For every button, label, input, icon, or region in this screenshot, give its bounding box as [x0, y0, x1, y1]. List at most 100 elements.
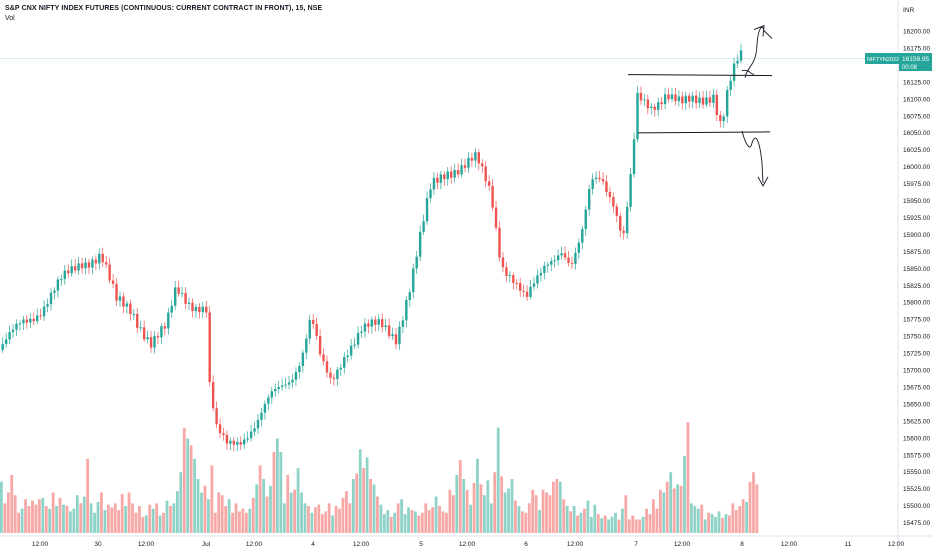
volume-bar — [224, 506, 228, 533]
candle-body — [574, 252, 577, 264]
candle-body — [412, 268, 415, 293]
volume-bar — [717, 511, 721, 533]
volume-bar — [151, 508, 155, 533]
volume-bar — [348, 503, 352, 533]
candle-body — [318, 336, 322, 355]
candle-body — [225, 434, 229, 444]
volume-bars — [0, 422, 759, 533]
candle-body — [422, 221, 425, 232]
candle-body — [722, 116, 725, 121]
candle-body — [163, 326, 167, 329]
volume-bar — [20, 508, 24, 533]
volume-bar — [241, 508, 245, 533]
candle-body — [15, 323, 18, 330]
candle-body — [105, 262, 108, 265]
volume-bar — [24, 499, 27, 533]
down-arrowhead — [757, 176, 769, 187]
time-tick-label: 5 — [419, 541, 423, 548]
candle-body — [94, 259, 98, 264]
volume-bar — [614, 512, 617, 533]
candle-body — [612, 197, 615, 207]
volume-bar — [683, 456, 686, 533]
volume-bar — [607, 519, 610, 533]
volume-bar — [196, 479, 200, 533]
candle-body — [4, 339, 8, 345]
price-tick-label: 16000.00 — [903, 164, 930, 171]
candle-body — [73, 266, 77, 271]
candle-body — [115, 283, 118, 301]
candle-body — [239, 442, 242, 445]
time-tick-label: 4 — [311, 541, 315, 548]
volume-bar — [476, 458, 479, 533]
volume-bar — [431, 507, 435, 533]
candle-body — [498, 227, 501, 258]
volume-bar — [562, 499, 566, 533]
candle-body — [563, 253, 567, 258]
volume-bar — [131, 503, 134, 533]
volume-bar — [510, 479, 514, 533]
candle-body — [556, 255, 560, 261]
candle-body — [691, 95, 694, 102]
candle-body — [418, 231, 422, 257]
candle-body — [560, 253, 563, 256]
volume-bar — [407, 507, 410, 533]
candle-body — [218, 424, 222, 434]
price-axis[interactable]: 16200.0016175.0016150.0016125.0016100.00… — [903, 29, 930, 528]
candle-body — [712, 94, 715, 103]
volume-bar — [600, 518, 604, 533]
volume-bar — [148, 504, 152, 533]
volume-bar — [703, 519, 707, 533]
candle-body — [698, 97, 701, 104]
volume-bar — [724, 514, 728, 533]
volume-bar — [169, 506, 172, 533]
candle-body — [8, 332, 11, 340]
candle-body — [11, 329, 15, 333]
volume-bar — [700, 504, 704, 533]
candle-body — [87, 262, 91, 268]
volume-bar — [6, 492, 10, 533]
currency-label: INR — [903, 7, 915, 14]
candle-body — [32, 318, 35, 322]
price-tick-label: 15550.00 — [903, 469, 930, 476]
volume-bar — [248, 508, 252, 533]
candle-body — [398, 326, 401, 345]
volume-bar — [382, 514, 386, 533]
candle-body — [439, 174, 443, 183]
candle-body — [415, 256, 418, 269]
candle-body — [177, 287, 180, 294]
volume-bar — [86, 458, 90, 533]
candle-body — [546, 264, 549, 266]
volume-bar — [282, 503, 286, 533]
candle-body — [153, 336, 156, 348]
volume-bar — [586, 500, 590, 533]
volume-bar — [355, 473, 359, 533]
volume-bar — [569, 511, 573, 533]
time-tick-label: 12:00 — [459, 541, 476, 548]
volume-bar — [207, 499, 210, 533]
price-tick-label: 15975.00 — [903, 181, 930, 188]
candle-body — [684, 95, 687, 104]
candle-body — [674, 94, 677, 102]
candle-body — [149, 337, 153, 348]
candle-body — [294, 372, 298, 380]
volume-bar — [400, 499, 403, 533]
candle-body — [739, 50, 743, 61]
volume-bar — [731, 503, 735, 533]
volume-bar — [465, 489, 469, 533]
volume-bar — [300, 492, 303, 533]
candle-body — [287, 382, 291, 385]
volume-bar — [503, 492, 507, 533]
time-tick-label: 7 — [634, 541, 638, 548]
candle-body — [715, 94, 719, 115]
candle-body — [187, 302, 191, 304]
volume-bar — [262, 479, 265, 533]
candle-body — [263, 403, 267, 413]
volume-bar — [72, 508, 76, 533]
time-axis[interactable]: 12:00 30 12:00 Jul 12:00 4 12:00 5 12:00 6 12:00 7 1… — [32, 541, 905, 548]
volume-bar — [520, 511, 524, 533]
price-tick-label: 15675.00 — [903, 384, 930, 391]
candle-body — [543, 265, 546, 273]
candle-body — [622, 230, 625, 234]
candle-body — [384, 325, 387, 328]
